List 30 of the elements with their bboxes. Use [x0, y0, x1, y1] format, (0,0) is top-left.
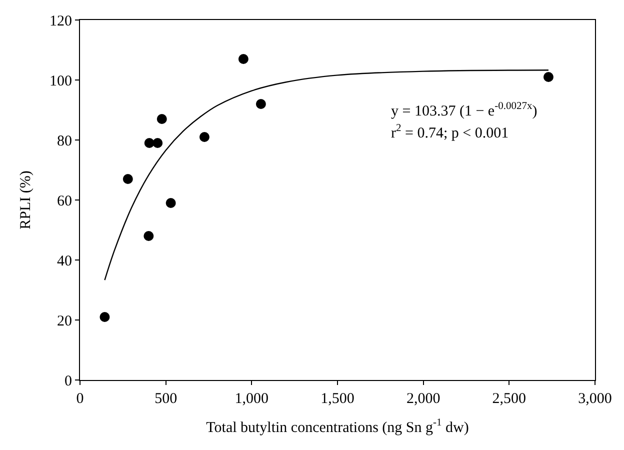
annotation: y = 103.37 (1 − e$^{-0.0027x}$) [391, 101, 538, 120]
point [156, 114, 167, 124]
point [543, 72, 554, 82]
x-tick-label: 1,000 [234, 391, 269, 407]
x-axis-title: Total butyltin concentrations (ng Sn g$^{-1}$ dw) [206, 418, 469, 436]
point [238, 54, 248, 64]
point [152, 138, 163, 148]
annotation: r$^{2}$ = 0.74; p < 0.001 [391, 123, 509, 142]
y-tick-label: 40 [57, 253, 72, 270]
y-tick-label: 80 [57, 133, 72, 150]
point [256, 99, 266, 109]
point [122, 174, 133, 184]
x-tick-label: 3,000 [578, 391, 612, 407]
y-axis-title: RPLI (%) [18, 170, 34, 230]
x-tick-label: 2,000 [406, 391, 440, 407]
y-tick-label: 20 [57, 313, 72, 330]
y-tick-label: 100 [50, 73, 72, 90]
y-tick-label: 0 [64, 373, 72, 390]
point [144, 231, 154, 241]
x-tick-label: 2,500 [492, 391, 526, 407]
line-series [104, 70, 550, 281]
point [199, 132, 210, 142]
y-tick-label: 120 [50, 13, 72, 30]
point [166, 198, 176, 208]
x-tick-label: 500 [154, 391, 178, 407]
point [100, 312, 110, 322]
x-tick-label: 0 [76, 391, 84, 407]
x-tick-label: 1,500 [320, 391, 354, 407]
point [144, 138, 154, 148]
y-tick-label: 60 [57, 193, 72, 210]
